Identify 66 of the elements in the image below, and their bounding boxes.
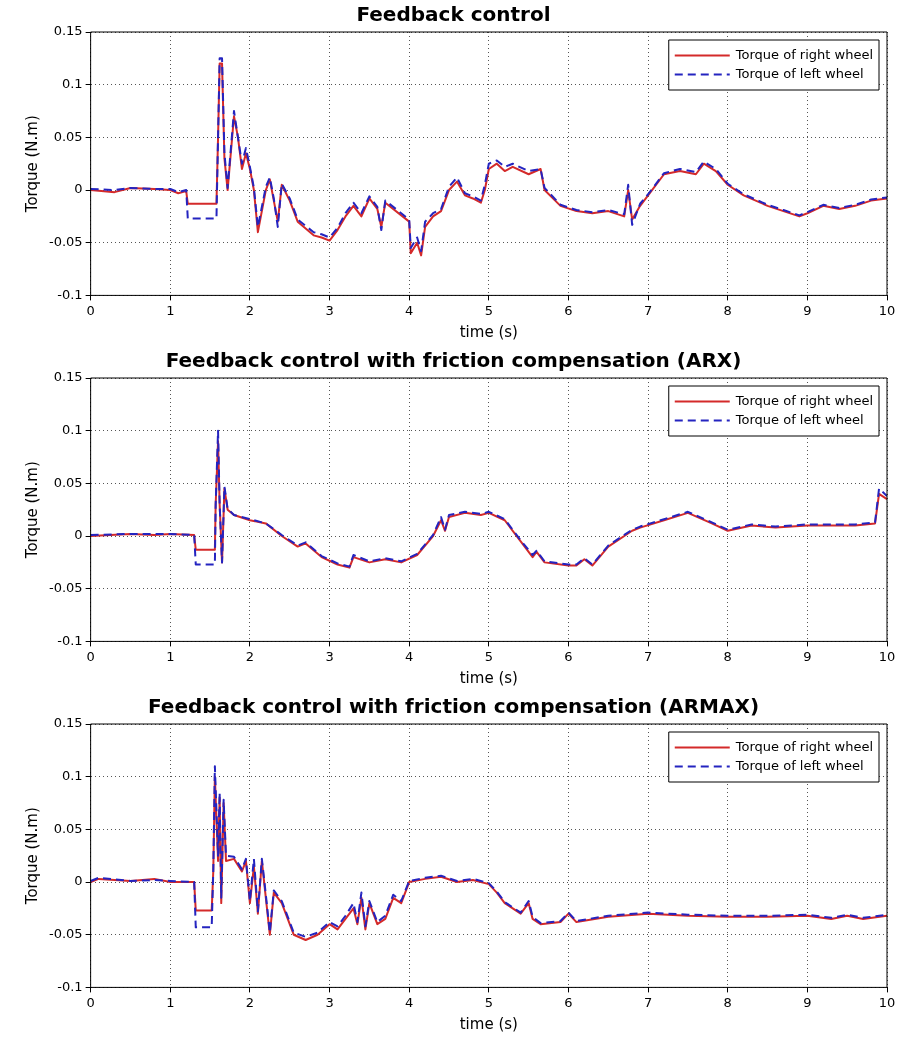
y-tick-label: 0 xyxy=(74,527,83,543)
y-tick-label: 0.05 xyxy=(53,820,83,836)
x-tick-label: 2 xyxy=(245,994,255,1010)
legend-label: Torque of right wheel xyxy=(734,738,874,754)
x-tick-label: 6 xyxy=(564,302,573,318)
x-tick-label: 5 xyxy=(484,302,493,318)
x-tick-label: 10 xyxy=(878,648,896,664)
legend-label: Torque of right wheel xyxy=(734,392,874,408)
x-tick-label: 10 xyxy=(878,994,896,1010)
legend-label: Torque of right wheel xyxy=(734,46,874,62)
y-tick-label: -0.1 xyxy=(57,632,83,648)
y-tick-label: -0.1 xyxy=(57,286,83,302)
x-tick-label: 7 xyxy=(643,648,653,664)
x-tick-label: 6 xyxy=(564,994,573,1010)
x-tick-label: 6 xyxy=(564,648,573,664)
x-tick-label: 7 xyxy=(643,994,653,1010)
y-tick-label: -0.05 xyxy=(49,580,83,596)
y-tick-label: -0.1 xyxy=(57,978,83,994)
x-tick-label: 3 xyxy=(325,994,334,1010)
y-tick-label: 0 xyxy=(74,873,83,889)
chart-title: Feedback control with friction compensation (ARMAX) xyxy=(147,694,760,719)
x-tick-label: 4 xyxy=(405,648,414,664)
x-tick-label: 8 xyxy=(723,648,732,664)
x-tick-label: 0 xyxy=(86,302,95,318)
y-tick-label: 0.1 xyxy=(61,76,83,92)
legend-label: Torque of left wheel xyxy=(734,65,864,81)
legend-label: Torque of left wheel xyxy=(734,757,864,773)
y-tick-label: 0 xyxy=(74,181,83,197)
x-tick-label: 9 xyxy=(803,302,812,318)
y-tick-label: 0.15 xyxy=(53,715,83,731)
x-tick-label: 0 xyxy=(86,648,95,664)
x-tick-label: 9 xyxy=(803,648,812,664)
y-tick-label: 0.05 xyxy=(53,474,83,490)
y-tick-label: 0.15 xyxy=(53,369,83,385)
y-tick-label: 0.1 xyxy=(61,422,83,438)
y-tick-label: 0.05 xyxy=(53,128,83,144)
x-tick-label: 3 xyxy=(325,302,334,318)
x-tick-label: 2 xyxy=(245,302,255,318)
y-tick-label: 0.1 xyxy=(61,768,83,784)
x-axis-title: time (s) xyxy=(459,668,518,687)
legend-label: Torque of left wheel xyxy=(734,411,864,427)
chart-title: Feedback control xyxy=(356,2,551,27)
x-tick-label: 2 xyxy=(245,648,255,664)
x-axis-title: time (s) xyxy=(459,322,518,341)
x-tick-label: 4 xyxy=(405,994,414,1010)
x-tick-label: 3 xyxy=(325,648,334,664)
x-axis-title: time (s) xyxy=(459,1014,518,1033)
x-tick-label: 9 xyxy=(803,994,812,1010)
x-tick-label: 4 xyxy=(405,302,414,318)
y-tick-label: -0.05 xyxy=(49,234,83,250)
x-tick-label: 8 xyxy=(723,302,732,318)
x-tick-label: 5 xyxy=(484,994,493,1010)
y-axis-title: Torque (N.m) xyxy=(22,115,41,214)
x-tick-label: 1 xyxy=(166,648,175,664)
x-tick-label: 1 xyxy=(166,994,175,1010)
chart-title: Feedback control with friction compensation (ARX) xyxy=(165,348,742,373)
y-tick-label: -0.05 xyxy=(49,926,83,942)
x-tick-label: 5 xyxy=(484,648,493,664)
y-axis-title: Torque (N.m) xyxy=(22,807,41,906)
x-tick-label: 0 xyxy=(86,994,95,1010)
x-tick-label: 1 xyxy=(166,302,175,318)
y-tick-label: 0.15 xyxy=(53,23,83,39)
y-axis-title: Torque (N.m) xyxy=(22,461,41,560)
x-tick-label: 7 xyxy=(643,302,653,318)
x-tick-label: 8 xyxy=(723,994,732,1010)
x-tick-label: 10 xyxy=(878,302,896,318)
